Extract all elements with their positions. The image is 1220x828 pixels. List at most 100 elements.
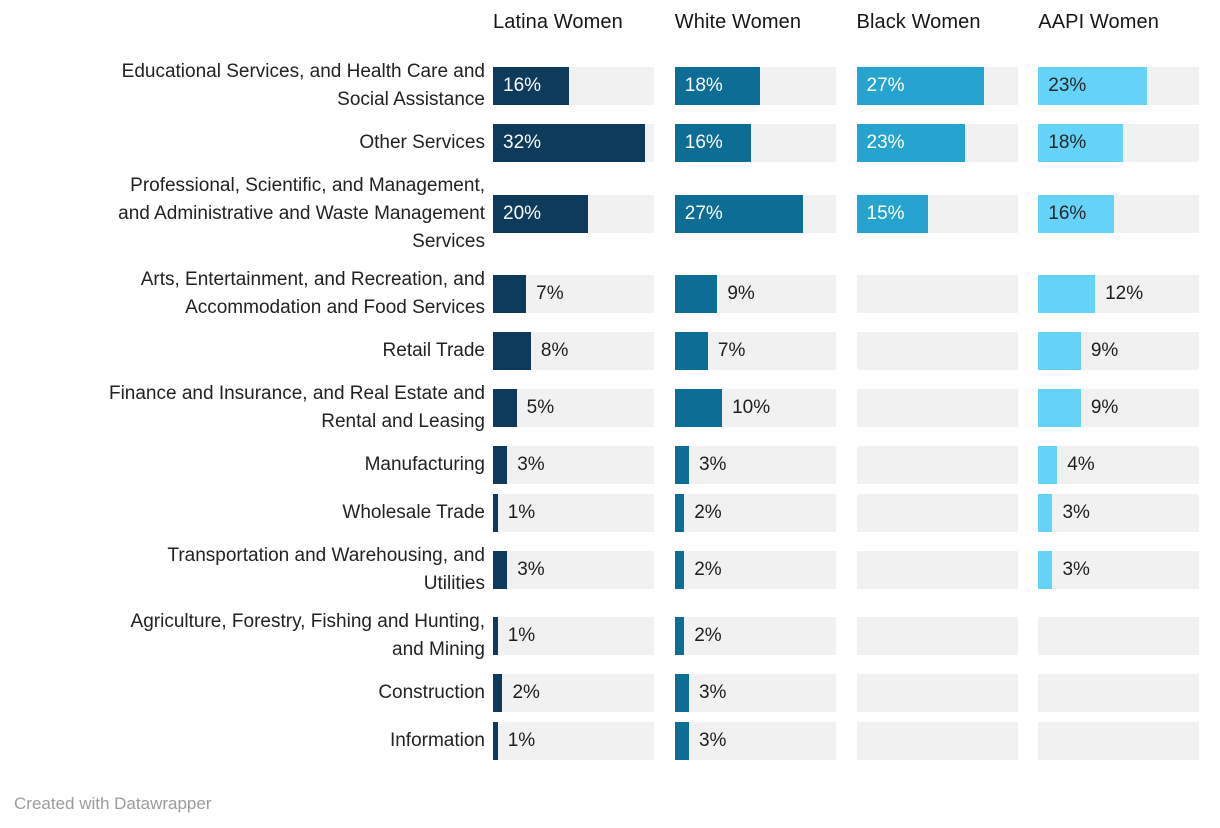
column-header-latina-women: Latina Women <box>493 11 623 33</box>
bar <box>493 494 498 532</box>
row-label: Finance and Insurance, and Real Estate a… <box>108 383 485 432</box>
chart-row: Transportation and Warehousing, and Util… <box>0 537 1220 603</box>
bar-value-label: 7% <box>536 283 564 304</box>
row-label: Retail Trade <box>382 340 485 361</box>
bar-cell <box>856 389 1039 427</box>
bar <box>1038 275 1096 313</box>
bar-value-label: 2% <box>694 625 722 646</box>
bar-cell: 8% <box>493 332 675 370</box>
bar <box>674 389 723 427</box>
bar-value-label: 3% <box>698 682 727 703</box>
bar-track: 15% <box>856 195 1018 233</box>
bar-cell: 7% <box>674 332 857 370</box>
bar-track: 23% <box>1038 67 1200 105</box>
bar <box>493 275 527 313</box>
bar-value-label: 23% <box>866 132 905 153</box>
bar-value-label: 15% <box>866 203 905 224</box>
bar-cell: 3% <box>674 674 857 712</box>
bar-cell: 1% <box>493 617 675 655</box>
bar <box>856 67 985 105</box>
bar-cell: 32% <box>493 124 675 162</box>
bar-track: 9% <box>674 275 836 313</box>
bar-track: 1% <box>493 722 654 760</box>
bar-cell: 16% <box>493 67 675 105</box>
bar <box>493 551 508 589</box>
row-label: Manufacturing <box>364 454 485 475</box>
bar-track: 12% <box>1038 275 1200 313</box>
bar-value-label: 1% <box>507 502 536 523</box>
bar-track: 27% <box>856 67 1018 105</box>
bar-value-label: 20% <box>503 203 542 224</box>
bar <box>674 617 685 655</box>
bar-value-label: 7% <box>717 340 746 361</box>
bar <box>674 275 718 313</box>
chart-row: Agriculture, Forestry, Fishing and Hunti… <box>0 603 1220 669</box>
bar-value-label: 3% <box>1062 502 1090 523</box>
bar <box>493 67 569 105</box>
bar <box>674 494 685 532</box>
bar-track: 8% <box>493 332 654 370</box>
bar-track <box>856 275 1018 313</box>
bar-cell <box>856 494 1039 532</box>
bar-value-label: 18% <box>1048 132 1087 153</box>
bar-value-label: 9% <box>727 283 755 304</box>
bar-cell: 1% <box>493 494 675 532</box>
bar <box>493 124 645 162</box>
bar-value-label: 9% <box>1090 397 1119 418</box>
bar <box>493 674 503 712</box>
bar-track <box>856 332 1018 370</box>
bar-cell <box>856 551 1039 589</box>
bar-value-label: 16% <box>503 75 542 96</box>
bar-cell: 3% <box>493 446 675 484</box>
bar-cell <box>856 674 1039 712</box>
chart-rows: Educational Services, and Health Care an… <box>0 53 1220 765</box>
bar-track <box>856 389 1018 427</box>
bar <box>493 195 588 233</box>
bar-track: 5% <box>493 389 654 427</box>
bar-track: 16% <box>493 67 654 105</box>
chart-row: Wholesale Trade 1% 2% 3% <box>0 489 1220 537</box>
bar-cell: 23% <box>856 124 1039 162</box>
bar-track: 3% <box>1038 551 1200 589</box>
bar-cell: 9% <box>1038 332 1220 370</box>
bar-value-label: 23% <box>1048 75 1087 96</box>
bar-cell: 2% <box>674 617 857 655</box>
bar-value-label: 3% <box>698 454 727 475</box>
bar-cell: 3% <box>493 551 675 589</box>
bar-track: 2% <box>674 617 836 655</box>
chart-row: Retail Trade 8% 7% 9% <box>0 327 1220 375</box>
bar <box>856 124 966 162</box>
bar-cell: 20% <box>493 195 675 233</box>
chart-row: Finance and Insurance, and Real Estate a… <box>0 375 1220 441</box>
bar-track: 2% <box>493 674 654 712</box>
row-label: Wholesale Trade <box>342 502 485 523</box>
bar-cell: 9% <box>674 275 857 313</box>
bar-track: 32% <box>493 124 654 162</box>
bar-track: 18% <box>1038 124 1200 162</box>
bar-track: 9% <box>1038 389 1200 427</box>
chart-row: Construction 2% 3% <box>0 669 1220 717</box>
bar-cell: 3% <box>1038 551 1220 589</box>
bar-value-label: 9% <box>1090 340 1119 361</box>
bar <box>1038 494 1053 532</box>
bar-cell: 15% <box>856 195 1039 233</box>
bar-value-label: 2% <box>694 559 722 580</box>
bar-track: 1% <box>493 494 654 532</box>
bar-cell: 16% <box>1038 195 1220 233</box>
bar-track: 1% <box>493 617 654 655</box>
column-header-white-women: White Women <box>674 11 802 33</box>
row-label: Transportation and Warehousing, and Util… <box>167 545 485 594</box>
bar-track: 20% <box>493 195 654 233</box>
column-header-aapi-women: AAPI Women <box>1038 11 1159 33</box>
bar-cell: 27% <box>856 67 1039 105</box>
bar-value-label: 5% <box>526 397 555 418</box>
bar-track: 7% <box>493 275 654 313</box>
bar-cell: 23% <box>1038 67 1220 105</box>
bar-track: 2% <box>674 494 836 532</box>
bar <box>674 124 751 162</box>
bar-cell: 18% <box>1038 124 1220 162</box>
bar-value-label: 2% <box>694 502 722 523</box>
bar-cell <box>1038 617 1220 655</box>
chart-row: Arts, Entertainment, and Recreation, and… <box>0 261 1220 327</box>
